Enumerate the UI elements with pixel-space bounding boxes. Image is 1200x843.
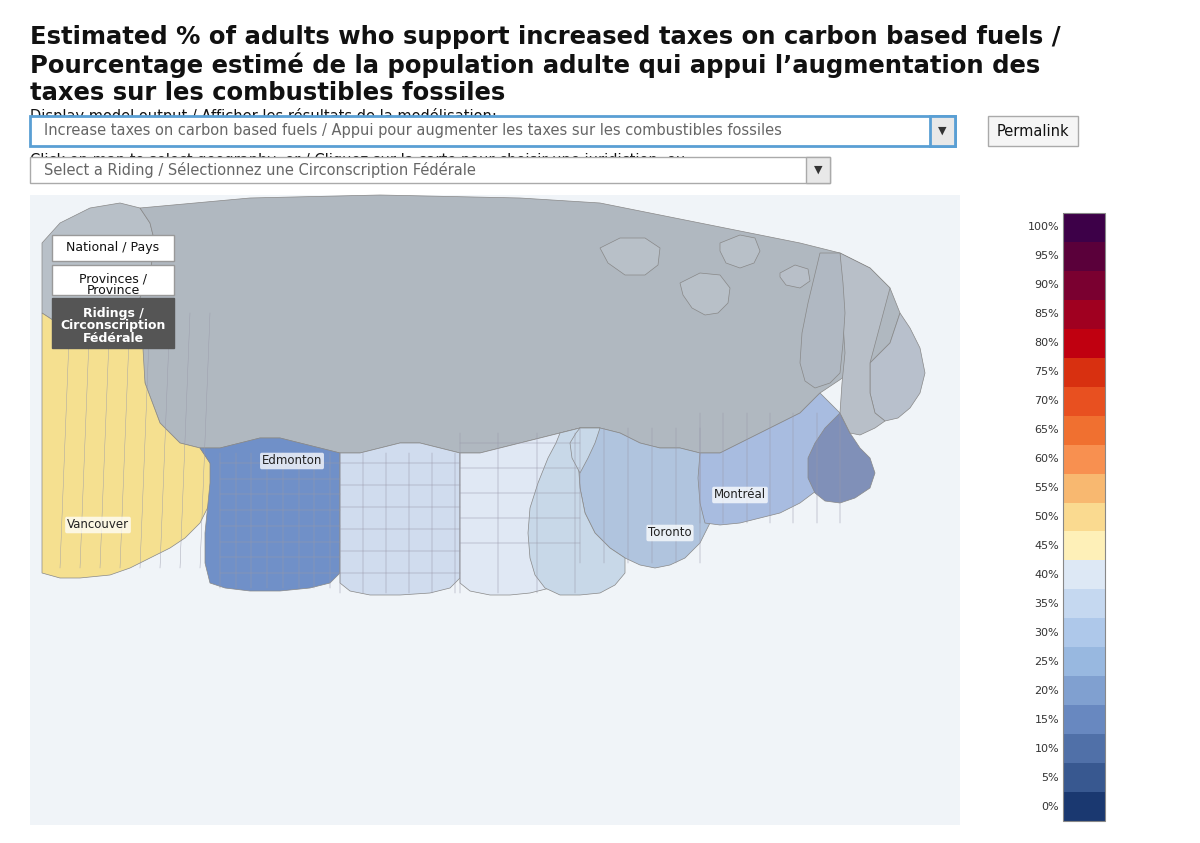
Text: Increase taxes on carbon based fuels / Appui pour augmenter les taxes sur les co: Increase taxes on carbon based fuels / A…: [44, 124, 782, 138]
Text: Pourcentage estimé de la population adulte qui appui l’augmentation des: Pourcentage estimé de la population adul…: [30, 53, 1040, 78]
Bar: [1063, 792, 1105, 821]
Bar: [1063, 213, 1105, 821]
Polygon shape: [460, 428, 580, 595]
Bar: [52, 265, 174, 295]
Text: ▼: ▼: [937, 126, 947, 136]
Bar: [1063, 387, 1105, 416]
Text: 0%: 0%: [1042, 802, 1060, 812]
Bar: [1063, 502, 1105, 531]
Text: Montréal: Montréal: [714, 488, 766, 502]
Bar: [1063, 300, 1105, 329]
Polygon shape: [780, 265, 810, 288]
Polygon shape: [42, 298, 215, 578]
Text: 100%: 100%: [1027, 223, 1060, 233]
FancyBboxPatch shape: [30, 116, 955, 146]
Text: 60%: 60%: [1034, 454, 1060, 464]
Text: 70%: 70%: [1034, 396, 1060, 406]
Polygon shape: [528, 428, 625, 595]
Text: 65%: 65%: [1034, 425, 1060, 435]
FancyBboxPatch shape: [30, 157, 830, 183]
Bar: [806, 157, 830, 183]
Text: ▼: ▼: [814, 165, 822, 175]
Bar: [52, 298, 174, 348]
Polygon shape: [870, 313, 925, 421]
Bar: [930, 116, 955, 146]
Text: Vancouver: Vancouver: [67, 518, 130, 531]
Text: Provinces /: Provinces /: [79, 272, 148, 286]
Text: 5%: 5%: [1042, 772, 1060, 782]
Text: 95%: 95%: [1034, 251, 1060, 261]
Polygon shape: [808, 413, 875, 503]
Text: 25%: 25%: [1034, 657, 1060, 667]
Bar: [1063, 618, 1105, 647]
Text: Click on map to select geography, or / Cliquez sur la carte pour choisir une jur: Click on map to select geography, or / C…: [30, 153, 690, 168]
Text: 45%: 45%: [1034, 541, 1060, 551]
Text: 30%: 30%: [1034, 628, 1060, 638]
Bar: [1063, 589, 1105, 618]
Polygon shape: [600, 238, 660, 275]
Polygon shape: [340, 443, 460, 595]
Polygon shape: [42, 203, 155, 333]
Bar: [52, 235, 174, 261]
Bar: [1063, 357, 1105, 387]
Text: Edmonton: Edmonton: [262, 454, 322, 468]
Bar: [1063, 676, 1105, 706]
Text: 85%: 85%: [1034, 309, 1060, 319]
Text: Estimated % of adults who support increased taxes on carbon based fuels /: Estimated % of adults who support increa…: [30, 25, 1061, 49]
Bar: [1063, 213, 1105, 242]
Text: 55%: 55%: [1034, 483, 1060, 493]
Text: Ridings /: Ridings /: [83, 307, 144, 319]
Text: 50%: 50%: [1034, 512, 1060, 522]
Bar: [1063, 271, 1105, 300]
Bar: [1063, 763, 1105, 792]
Polygon shape: [200, 438, 340, 591]
Text: Toronto: Toronto: [648, 527, 692, 540]
Bar: [1063, 242, 1105, 271]
Text: Select a Riding / Sélectionnez une Circonscription Fédérale: Select a Riding / Sélectionnez une Circo…: [44, 162, 476, 178]
Text: 80%: 80%: [1034, 338, 1060, 348]
Bar: [1063, 561, 1105, 589]
Polygon shape: [698, 393, 850, 525]
Polygon shape: [840, 253, 890, 435]
Bar: [1063, 416, 1105, 444]
Text: 35%: 35%: [1034, 599, 1060, 609]
Bar: [1063, 734, 1105, 763]
Bar: [1063, 474, 1105, 502]
Text: 10%: 10%: [1034, 744, 1060, 754]
FancyBboxPatch shape: [988, 116, 1078, 146]
Bar: [1063, 647, 1105, 676]
Polygon shape: [680, 273, 730, 315]
Text: National / Pays: National / Pays: [66, 241, 160, 255]
Polygon shape: [720, 235, 760, 268]
Bar: [1063, 706, 1105, 734]
Text: Province: Province: [86, 284, 139, 298]
Text: 75%: 75%: [1034, 368, 1060, 377]
Text: Fédérale: Fédérale: [83, 332, 144, 346]
Polygon shape: [800, 253, 845, 388]
Bar: [1063, 531, 1105, 561]
Text: Permalink: Permalink: [997, 124, 1069, 138]
Text: 20%: 20%: [1034, 685, 1060, 695]
Text: taxes sur les combustibles fossiles: taxes sur les combustibles fossiles: [30, 81, 505, 105]
Text: Circonscription: Circonscription: [60, 319, 166, 332]
Text: Display model output / Afficher les résultats de la modélisation:: Display model output / Afficher les résu…: [30, 108, 497, 124]
Polygon shape: [578, 428, 715, 568]
Text: 40%: 40%: [1034, 570, 1060, 580]
Text: 90%: 90%: [1034, 281, 1060, 290]
Text: 15%: 15%: [1034, 715, 1060, 725]
Polygon shape: [570, 428, 600, 473]
Bar: [30, 195, 960, 825]
Polygon shape: [140, 195, 900, 453]
Bar: [1063, 444, 1105, 474]
Bar: [1063, 329, 1105, 357]
